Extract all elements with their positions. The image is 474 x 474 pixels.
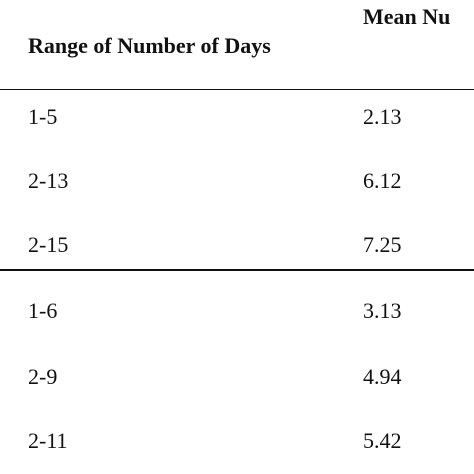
range-cell: 2-11 xyxy=(28,428,68,453)
table-row: 1-6 3.13 xyxy=(0,300,474,330)
table-row: 2-11 5.42 xyxy=(0,430,474,460)
mean-cell: 6.12 xyxy=(363,168,402,193)
mean-cell: 4.94 xyxy=(363,364,402,389)
group-divider xyxy=(0,269,474,271)
range-cell: 1-5 xyxy=(28,104,58,129)
mean-cell: 7.25 xyxy=(363,232,402,257)
header-divider xyxy=(0,89,474,90)
table-row: 1-5 2.13 xyxy=(0,106,474,136)
range-cell: 1-6 xyxy=(28,298,58,323)
mean-cell: 5.42 xyxy=(363,428,402,453)
mean-cell: 3.13 xyxy=(363,298,402,323)
column-header-mean: Mean Nu xyxy=(363,4,451,29)
table-row: 2-13 6.12 xyxy=(0,170,474,200)
table-row: 2-15 7.25 xyxy=(0,234,474,264)
table-row: 2-9 4.94 xyxy=(0,366,474,396)
range-cell: 2-15 xyxy=(28,232,69,257)
range-cell: 2-13 xyxy=(28,168,69,193)
column-header-range: Range of Number of Days xyxy=(28,33,271,58)
mean-cell: 2.13 xyxy=(363,104,402,129)
range-cell: 2-9 xyxy=(28,364,58,389)
